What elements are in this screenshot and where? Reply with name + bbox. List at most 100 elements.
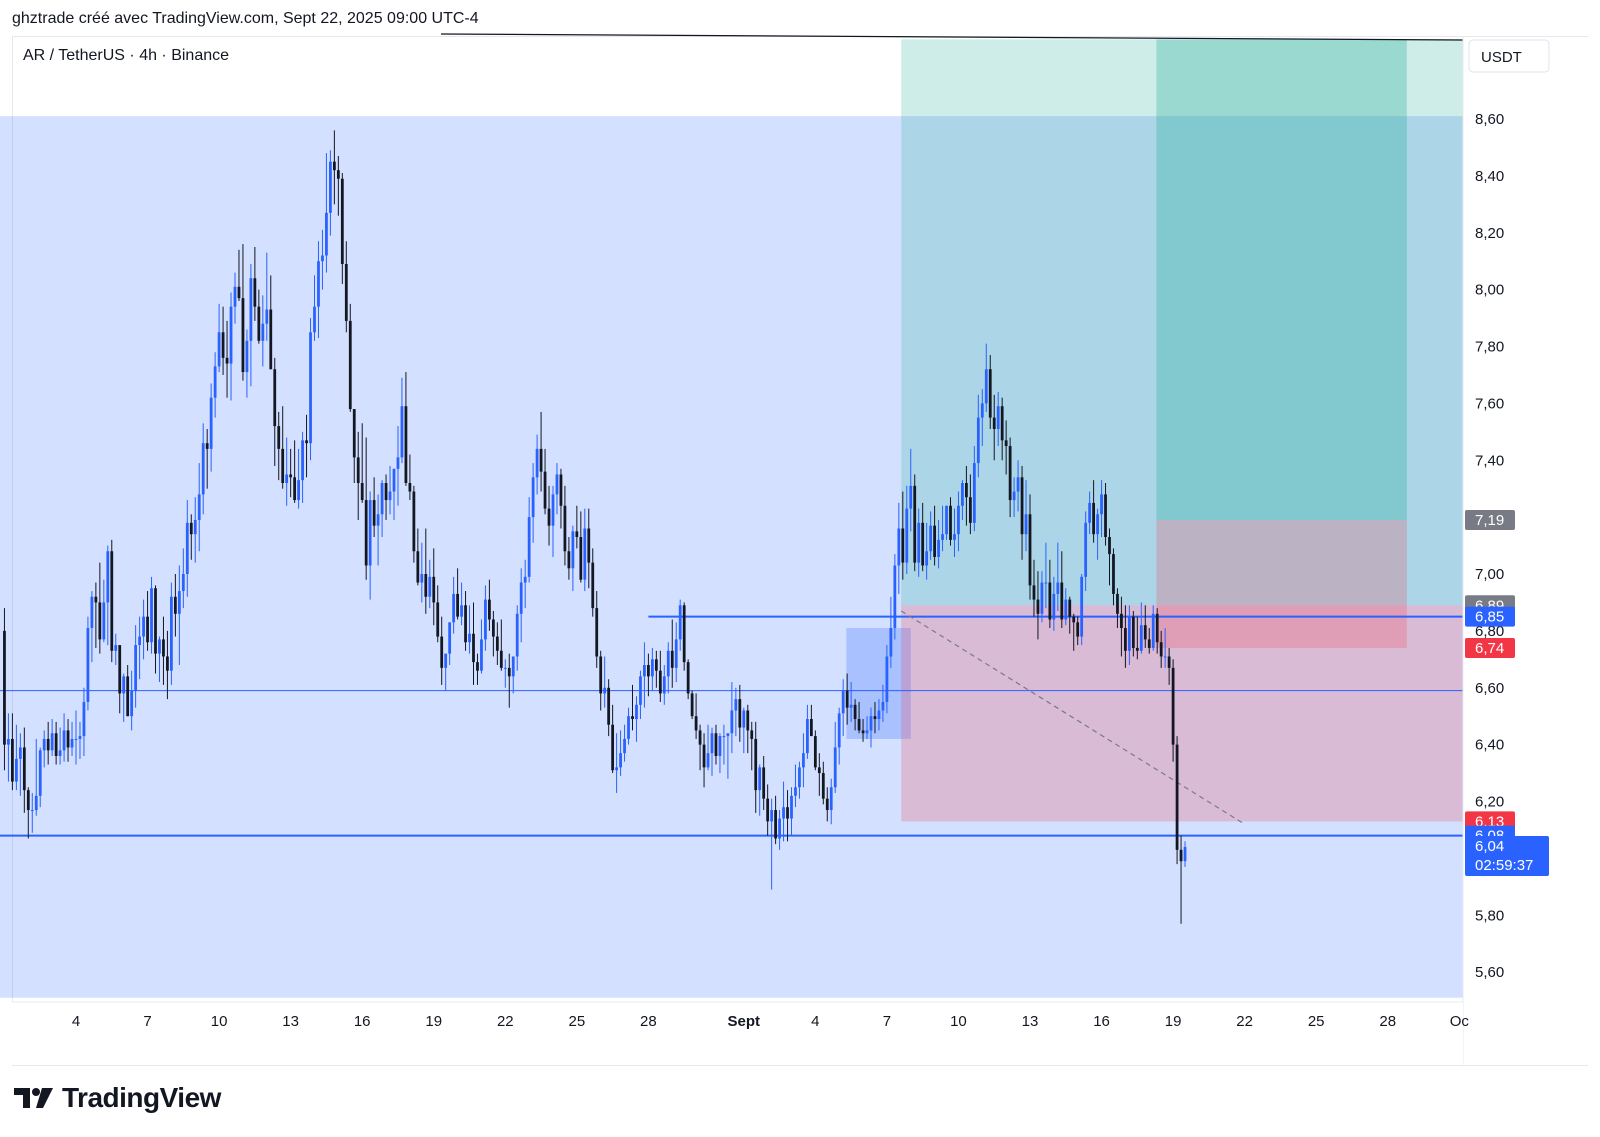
candle-body (388, 491, 392, 501)
candle-body (897, 528, 901, 566)
candle-body (444, 653, 448, 668)
candle-body (1088, 502, 1092, 523)
date-tick-label: 16 (354, 1013, 371, 1030)
candle-body (961, 483, 964, 506)
candle-body (170, 596, 173, 671)
candle-body (1016, 477, 1020, 492)
price-tick-label: 7,60 (1475, 395, 1504, 412)
candle-body (968, 497, 972, 523)
candle-body (297, 480, 300, 501)
candle-body (1044, 582, 1048, 584)
candle-body (1012, 491, 1016, 501)
candle-body (531, 477, 535, 518)
candle-body (917, 522, 921, 563)
candle-body (742, 710, 746, 728)
candle-body (567, 551, 571, 569)
date-tick-label: 4 (811, 1013, 819, 1030)
candle-body (86, 628, 90, 702)
candle-body (758, 767, 762, 791)
candle-body (885, 656, 889, 702)
candle-body (702, 744, 706, 768)
candle-body (754, 738, 758, 791)
zone-long-stop (901, 605, 1463, 822)
candle-body (233, 286, 237, 307)
price-badge-label: 6,74 (1475, 640, 1504, 657)
candle-body (154, 588, 157, 654)
candle-body (321, 255, 324, 262)
candle-body (686, 662, 690, 694)
candle-body (1080, 576, 1084, 637)
candle-body (857, 719, 861, 731)
candle-body (495, 636, 499, 651)
price-tick-label: 5,60 (1475, 964, 1504, 981)
candle-body (1008, 446, 1012, 501)
candle-body (813, 736, 817, 768)
candle-body (1072, 616, 1076, 623)
candle-body (420, 574, 424, 583)
candle-body (460, 605, 463, 617)
candle-body (432, 576, 436, 603)
candle-body (348, 320, 352, 410)
currency-button[interactable] (1468, 39, 1550, 73)
candle-body (356, 457, 360, 483)
candle-body (7, 738, 10, 745)
candle-body (1151, 613, 1155, 648)
candle-body (809, 719, 813, 737)
candle-body (42, 738, 46, 751)
date-tick-label: 22 (1236, 1013, 1253, 1030)
candle-body (221, 332, 225, 358)
candle-body (1179, 849, 1183, 862)
candle-body (639, 676, 642, 705)
last-price-badge (1465, 836, 1549, 876)
price-tick-label: 6,80 (1475, 623, 1504, 640)
candle-body (1096, 514, 1099, 535)
candle-body (790, 795, 793, 819)
candle-body (980, 403, 984, 418)
candle-body (122, 676, 126, 694)
candle-body (428, 576, 432, 597)
candle-body (1076, 622, 1080, 637)
price-chart[interactable]: 8,608,408,208,007,807,607,407,207,006,80… (0, 0, 1600, 1070)
candle-body (650, 659, 654, 677)
candle-body (38, 750, 42, 796)
candle-body (305, 440, 308, 444)
candle-body (802, 753, 805, 768)
last-price-label: 6,04 (1475, 838, 1504, 855)
candle-body (607, 687, 611, 725)
candle-body (340, 178, 344, 265)
candle-body (933, 525, 936, 557)
date-tick-label: 25 (1308, 1013, 1325, 1030)
price-badge-label: 7,19 (1475, 512, 1504, 529)
candle-body (1131, 616, 1135, 648)
price-badge (1465, 637, 1515, 658)
candle-body (1020, 477, 1024, 535)
candle-body (14, 758, 18, 782)
candle-body (336, 170, 340, 179)
candle-body (551, 494, 555, 526)
price-tick-label: 7,40 (1475, 452, 1504, 469)
price-badge (1465, 509, 1515, 530)
candle-body (66, 730, 70, 748)
candle-body (1175, 744, 1179, 850)
candle-body (861, 730, 865, 734)
candle-body (364, 500, 368, 566)
candle-body (134, 645, 138, 691)
candle-body (881, 701, 885, 711)
candle-body (217, 332, 221, 367)
candle-body (690, 693, 694, 717)
candle-body (730, 710, 734, 734)
candle-body (511, 656, 515, 677)
candle-body (380, 483, 384, 515)
candle-body (1000, 406, 1004, 441)
candle-body (631, 716, 634, 720)
candle-body (177, 591, 181, 614)
candle-body (58, 750, 62, 756)
price-tick-label: 5,80 (1475, 907, 1504, 924)
candle-body (905, 508, 909, 563)
symbol-label[interactable]: AR / TetherUS · 4h · Binance (23, 47, 229, 64)
candle-body (865, 730, 869, 734)
candle-body (527, 517, 531, 577)
tradingview-logo-icon (14, 1088, 53, 1108)
candle-body (158, 639, 161, 654)
candle-body (523, 576, 527, 583)
